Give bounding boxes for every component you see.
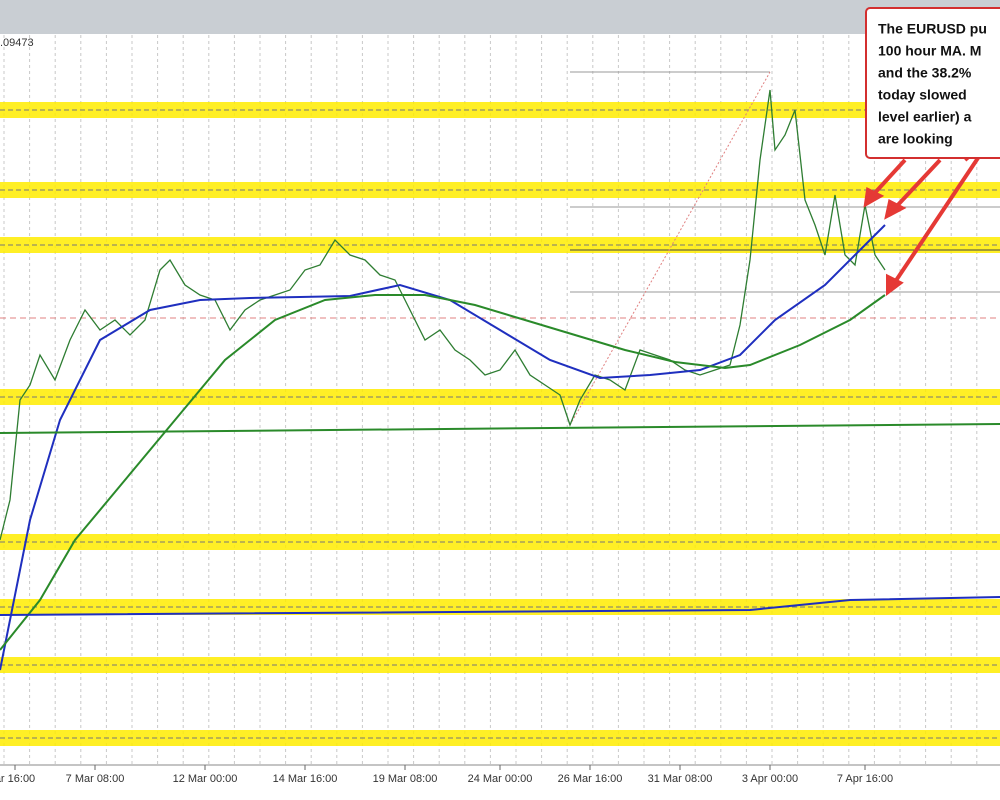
x-tick-label: 26 Mar 16:00 bbox=[558, 773, 623, 785]
arrows bbox=[863, 128, 1000, 296]
series-line bbox=[0, 596, 1000, 616]
annotation-text: and the 38.2% bbox=[878, 65, 972, 81]
x-tick-label: 7 Mar 08:00 bbox=[66, 773, 125, 785]
header-bar bbox=[0, 0, 1000, 34]
annotation-text: 100 hour MA. M bbox=[878, 43, 981, 59]
x-tick-label: ar 16:00 bbox=[0, 773, 35, 785]
lines bbox=[0, 89, 1000, 671]
x-tick-label: 31 Mar 08:00 bbox=[648, 773, 713, 785]
annotation: The EURUSD pu 100 hour MA. M and the 38.2%… bbox=[878, 21, 987, 147]
series-line bbox=[0, 294, 886, 651]
x-tick-label: 24 Mar 00:00 bbox=[468, 773, 533, 785]
annotation-text: are looking bbox=[878, 131, 953, 147]
x-tick-label: 3 Apr 00:00 bbox=[742, 773, 798, 785]
x-tick-label: 14 Mar 16:00 bbox=[273, 773, 338, 785]
grid bbox=[3, 35, 978, 765]
annotation-text: today slowed bbox=[878, 87, 967, 103]
x-tick-label: 7 Apr 16:00 bbox=[837, 773, 893, 785]
annotation-box bbox=[865, 7, 1000, 159]
x-tick-label: 19 Mar 08:00 bbox=[373, 773, 438, 785]
series-line bbox=[0, 423, 1000, 434]
annotation-text: level earlier) a bbox=[878, 109, 972, 125]
annotation-text: The EURUSD pu bbox=[878, 21, 987, 37]
bands bbox=[0, 102, 1000, 746]
price-label: .09473 bbox=[0, 37, 34, 49]
x-tick-label: 12 Mar 00:00 bbox=[173, 773, 238, 785]
